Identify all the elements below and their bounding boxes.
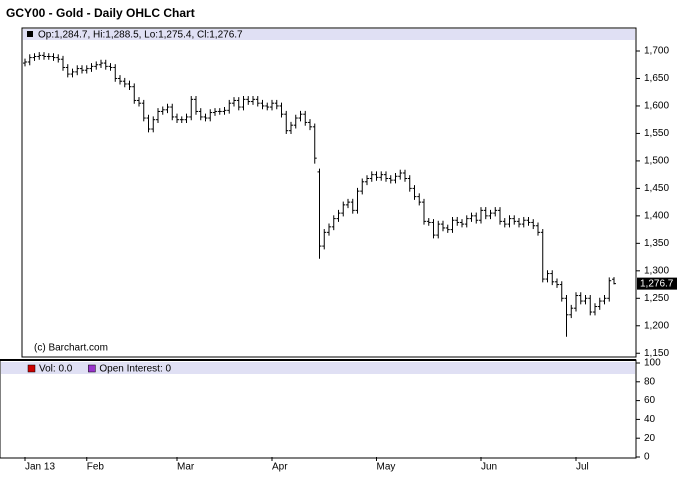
y-tick-label: 1,500 <box>644 156 669 167</box>
x-tick-label: Apr <box>272 462 288 473</box>
last-price-box <box>637 277 677 290</box>
x-tick-label: Mar <box>177 462 195 473</box>
y-tick-label: 1,350 <box>644 238 669 249</box>
y-tick-label: 1,300 <box>644 265 669 276</box>
x-tick-label: Jun <box>481 462 497 473</box>
y-tick-label: 1,600 <box>644 101 669 112</box>
y-tick-label: 1,200 <box>644 320 669 331</box>
volume-header <box>1 362 635 374</box>
price-pane <box>21 27 637 358</box>
legend-label: Vol: 0.0 <box>39 364 73 375</box>
chart-title: GCY00 - Gold - Daily OHLC Chart <box>6 6 195 20</box>
x-tick-label: May <box>377 462 396 473</box>
volume-y-tick-label: 20 <box>644 433 656 444</box>
volume-y-tick-label: 0 <box>644 452 650 463</box>
volume-y-tick-label: 60 <box>644 395 656 406</box>
volume-y-tick-label: 80 <box>644 376 656 387</box>
y-tick-label: 1,250 <box>644 293 669 304</box>
y-tick-label: 1,150 <box>644 348 669 359</box>
y-tick-label: 1,700 <box>644 46 669 57</box>
x-tick-label: Feb <box>87 462 105 473</box>
ohlc-label: Op:1,284.7, Hi:1,288.5, Lo:1,275.4, Cl:1… <box>38 30 243 41</box>
legend-label: Open Interest: 0 <box>99 364 171 375</box>
x-tick-label: Jul <box>576 462 589 473</box>
legend-swatch <box>27 364 36 373</box>
volume-pane <box>0 359 637 459</box>
ohlc-icon <box>27 31 33 37</box>
volume-y-tick-label: 100 <box>644 358 661 369</box>
y-tick-label: 1,650 <box>644 73 669 84</box>
last-price-label: 1,276.7 <box>640 278 674 289</box>
y-tick-label: 1,450 <box>644 183 669 194</box>
y-tick-label: 1,550 <box>644 128 669 139</box>
price-header <box>23 29 635 40</box>
copyright: (c) Barchart.com <box>34 343 108 354</box>
y-tick-label: 1,400 <box>644 211 669 222</box>
volume-y-tick-label: 40 <box>644 414 656 425</box>
legend-swatch <box>88 364 96 373</box>
x-tick-label: Jan 13 <box>25 462 55 473</box>
